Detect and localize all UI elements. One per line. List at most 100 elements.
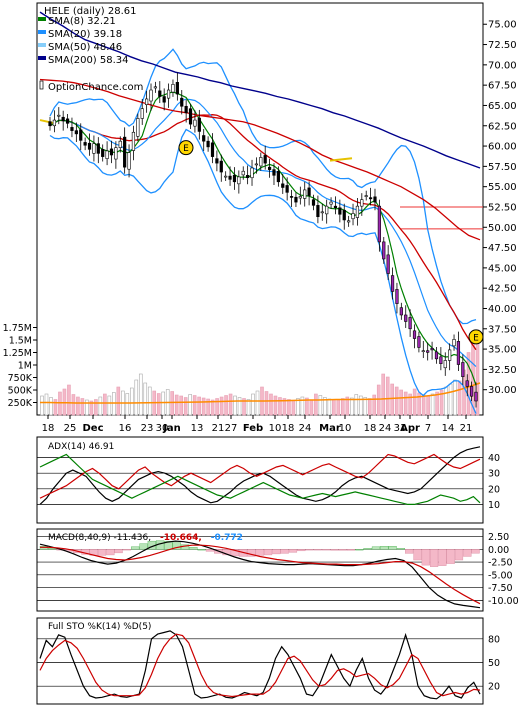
volume-bar xyxy=(444,386,448,416)
volume-bar xyxy=(62,388,67,416)
volume-bar xyxy=(129,387,134,416)
volume-bar xyxy=(161,391,166,416)
x-tick-label: Apr xyxy=(400,423,420,434)
volume-bar xyxy=(188,394,192,416)
candle-body xyxy=(368,197,373,200)
candle-body xyxy=(461,362,465,378)
x-tick-label: 18 xyxy=(364,423,377,434)
candle-body xyxy=(360,199,364,207)
x-tick-label: 10 xyxy=(269,423,282,434)
macd-histogram-bar xyxy=(255,549,264,556)
candle-body xyxy=(421,350,425,353)
panel-tick-label: -2.50 xyxy=(488,558,513,569)
candle-body xyxy=(92,143,96,154)
candle-body xyxy=(48,121,52,127)
volume-bar xyxy=(327,398,332,416)
candle-body xyxy=(294,196,298,203)
candle-body xyxy=(417,336,421,348)
macd-histogram-bar xyxy=(413,549,422,561)
volume-bar xyxy=(98,396,103,416)
macd-histogram-bar xyxy=(388,546,397,550)
candle-body xyxy=(166,89,171,99)
volume-bar xyxy=(210,399,215,416)
macd-histogram-bar xyxy=(338,549,347,551)
sto-title: Full STO %K(14) %D(5) xyxy=(48,622,151,632)
price-tick-label: 40.00 xyxy=(488,304,517,315)
candle-body xyxy=(377,205,381,243)
volume-bar xyxy=(170,391,174,416)
x-tick-label: Feb xyxy=(243,423,263,434)
candle-body xyxy=(281,183,285,188)
candle-body xyxy=(276,170,280,183)
candle-body xyxy=(316,205,320,218)
x-tick-label: 7 xyxy=(425,423,431,434)
candle-body xyxy=(311,199,316,206)
x-tick-label: 10 xyxy=(339,423,352,434)
volume-bar xyxy=(318,395,323,416)
candle-body xyxy=(355,205,360,218)
candle-body xyxy=(136,118,140,137)
candle-body xyxy=(267,166,272,170)
panel-tick-label: 50 xyxy=(488,658,500,669)
volume-bar xyxy=(457,380,462,416)
event-marker-circle xyxy=(178,140,194,156)
panel-tick-label: 20 xyxy=(488,682,500,693)
volume-tick-label: 1.75M xyxy=(3,323,32,334)
price-tick-label: 62.50 xyxy=(488,121,517,132)
candle-body xyxy=(210,142,215,157)
event-marker-label: E xyxy=(183,144,189,154)
macd-histogram-bar xyxy=(421,549,430,566)
candle-body xyxy=(465,380,469,387)
x-tick-label: Dec xyxy=(82,423,103,434)
legend: HELE (daily) 28.61 SMA(8) 32.21 SMA(20) 3… xyxy=(38,6,136,90)
candle-body xyxy=(382,241,386,260)
candle-body xyxy=(162,96,166,103)
macd-histogram-bar xyxy=(114,549,123,554)
candle-body xyxy=(123,136,127,168)
price-tick-label: 60.00 xyxy=(488,142,517,153)
macd-histogram-bar xyxy=(346,549,356,551)
volume-average-line xyxy=(40,382,481,404)
x-tick-label: 18 xyxy=(282,423,295,434)
candle-body xyxy=(412,330,417,339)
candle-body xyxy=(426,350,430,353)
yellow-segment xyxy=(329,157,353,162)
adx-panel-frame xyxy=(36,436,484,524)
candles xyxy=(48,72,478,408)
candle-body xyxy=(188,108,193,125)
indicator-line xyxy=(39,540,481,609)
candle-body xyxy=(342,209,346,221)
candle-body xyxy=(153,86,158,89)
panel-tick-label: 30 xyxy=(488,469,500,480)
volume-bars xyxy=(40,329,481,416)
candle-body xyxy=(197,117,201,132)
candle-body xyxy=(399,307,403,316)
volume-bar xyxy=(448,383,453,416)
macd-histogram-bar xyxy=(471,549,480,554)
volume-bar xyxy=(341,398,345,416)
indicator-line xyxy=(39,453,481,499)
candle-body xyxy=(87,142,92,150)
macd-histogram-bar xyxy=(396,548,405,550)
candle-body xyxy=(347,220,351,223)
x-tick-label: 30 xyxy=(156,423,169,434)
macd-histogram-bar xyxy=(189,547,198,550)
legend-swatch xyxy=(38,56,46,60)
volume-bar xyxy=(273,395,278,416)
adx-panel: 10 20 30 40 ADX(14) 46.91 xyxy=(36,436,500,524)
macd-histogram-bar xyxy=(97,549,107,556)
macd-histogram-bar xyxy=(288,549,298,553)
volume-bar xyxy=(332,399,336,416)
volume-bar xyxy=(314,393,318,416)
candle-body xyxy=(171,84,175,93)
volume-bar xyxy=(349,397,354,416)
watermark: OptionChance.com xyxy=(48,82,143,93)
macd-histogram-bar xyxy=(405,549,414,554)
macd-histogram-bar xyxy=(355,549,364,551)
candle-body xyxy=(224,175,228,178)
price-y-axis: 30.00 32.50 35.00 37.50 40.00 42.50 45.00 47.50… xyxy=(483,20,517,396)
candle-body xyxy=(303,189,307,199)
price-tick-label: 65.00 xyxy=(488,101,517,112)
